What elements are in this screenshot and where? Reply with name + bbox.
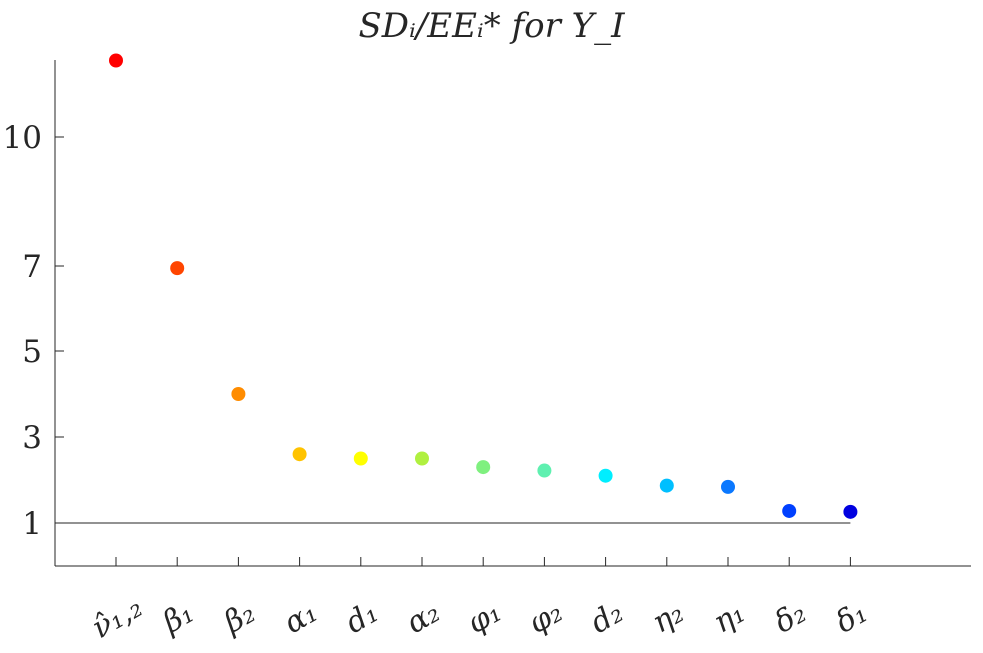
axes <box>54 60 971 567</box>
chart-title: SDᵢ/EEᵢ* for Y_I <box>358 6 625 46</box>
x-tick-label: α₂ <box>401 595 446 641</box>
data-points <box>109 53 858 519</box>
y-tick-label: 5 <box>22 334 42 370</box>
y-tick-label: 1 <box>22 506 42 542</box>
data-point <box>292 447 307 462</box>
y-tick-label: 10 <box>3 120 42 156</box>
x-tick-label: φ₂ <box>523 594 569 641</box>
x-axis-ticks: ν̂₁,₂ β₁ β₂ α₁ d₁ α₂ φ₁ φ₂ d₂ η₂ η₁ δ₂ δ₁ <box>86 557 873 646</box>
x-tick-label: β₁ <box>156 595 200 640</box>
x-tick-label: d₂ <box>585 595 630 641</box>
data-point <box>353 451 368 466</box>
data-point <box>415 451 429 466</box>
y-axis-ticks: 1 3 5 7 10 <box>3 120 64 542</box>
x-tick-label: φ₁ <box>461 594 507 641</box>
x-tick-label: β₂ <box>217 595 261 640</box>
x-tick-label: δ₂ <box>769 595 813 640</box>
x-tick-label: η₁ <box>708 595 751 640</box>
data-point <box>659 478 674 493</box>
data-point <box>476 460 491 475</box>
data-point <box>170 261 185 276</box>
data-point <box>782 503 797 518</box>
data-point <box>109 53 123 68</box>
x-tick-label: α₁ <box>278 595 323 641</box>
data-point <box>843 504 858 519</box>
x-tick-label: η₂ <box>646 595 689 640</box>
data-point <box>598 468 613 483</box>
data-point <box>537 463 552 478</box>
y-tick-label: 7 <box>22 249 42 285</box>
x-tick-label: δ₁ <box>830 595 874 640</box>
data-point <box>721 479 735 494</box>
x-tick-label: ν̂₁,₂ <box>86 590 148 646</box>
data-point <box>231 387 246 401</box>
x-tick-label: d₁ <box>340 595 385 641</box>
y-tick-label: 3 <box>22 420 42 456</box>
